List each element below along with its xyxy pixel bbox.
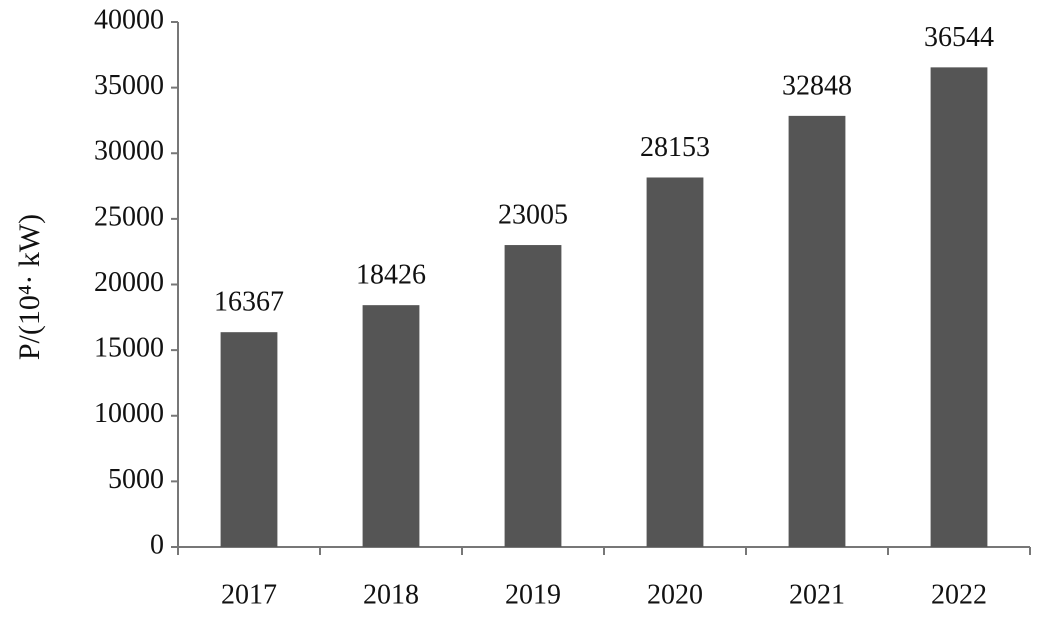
y-tick-label: 30000 bbox=[94, 136, 164, 167]
value-label: 28153 bbox=[640, 132, 710, 163]
bar bbox=[646, 177, 704, 547]
bar bbox=[220, 332, 278, 547]
y-tick-label: 10000 bbox=[94, 398, 164, 429]
bar bbox=[930, 67, 988, 548]
y-axis-label: P/(10⁴· kW) bbox=[13, 214, 46, 360]
x-tick-label: 2020 bbox=[647, 579, 703, 610]
value-label: 16367 bbox=[214, 287, 284, 318]
bar bbox=[788, 115, 846, 548]
x-tick-label: 2018 bbox=[363, 579, 419, 610]
y-tick-label: 0 bbox=[150, 529, 164, 560]
x-tick-label: 2021 bbox=[789, 579, 845, 610]
bar bbox=[362, 305, 420, 547]
x-tick-label: 2022 bbox=[931, 579, 987, 610]
y-tick-label: 15000 bbox=[94, 333, 164, 364]
x-tick-label: 2017 bbox=[221, 579, 277, 610]
y-tick-label: 25000 bbox=[94, 201, 164, 232]
y-tick-label: 5000 bbox=[108, 464, 164, 495]
value-label: 18426 bbox=[356, 260, 426, 291]
value-label: 23005 bbox=[498, 199, 568, 230]
value-label: 36544 bbox=[924, 22, 994, 53]
value-label: 32848 bbox=[782, 70, 852, 101]
bar bbox=[504, 245, 562, 547]
y-tick-label: 20000 bbox=[94, 267, 164, 298]
y-tick-label: 40000 bbox=[94, 4, 164, 35]
y-tick-label: 35000 bbox=[94, 70, 164, 101]
x-tick-label: 2019 bbox=[505, 579, 561, 610]
